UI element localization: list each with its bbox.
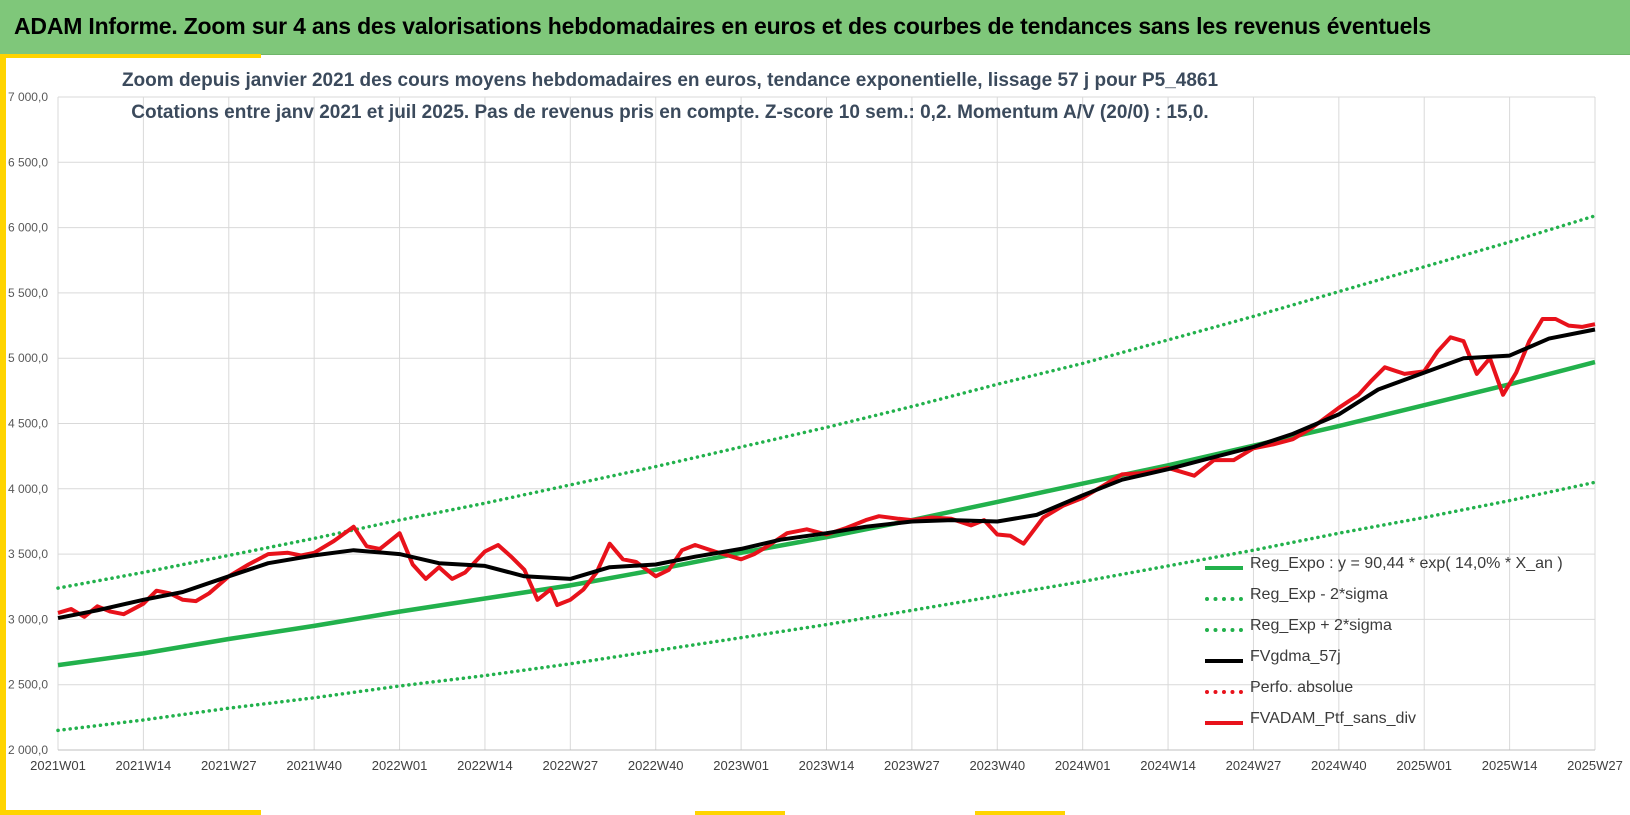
x-tick-label: 2024W40 xyxy=(1311,758,1367,773)
banner: ADAM Informe. Zoom sur 4 ans des valoris… xyxy=(0,0,1630,55)
legend-swatch xyxy=(1205,597,1243,601)
y-tick-label: 5 000,0 xyxy=(8,351,48,365)
legend-label: Perfo. absolue xyxy=(1250,679,1354,696)
x-tick-label: 2023W01 xyxy=(713,758,769,773)
accent-bar-bottom-right xyxy=(975,811,1065,815)
x-tick-label: 2023W27 xyxy=(884,758,940,773)
y-tick-label: 3 500,0 xyxy=(8,547,48,561)
y-tick-label: 3 000,0 xyxy=(8,612,48,626)
x-tick-label: 2021W27 xyxy=(201,758,257,773)
legend-swatch xyxy=(1205,628,1243,632)
legend-label: FVADAM_Ptf_sans_div xyxy=(1250,710,1416,727)
accent-bar-top xyxy=(6,54,261,58)
y-tick-label: 2 000,0 xyxy=(8,743,48,757)
y-tick-label: 7 000,0 xyxy=(8,90,48,104)
series-line-3 xyxy=(57,327,1596,621)
y-tick-label: 2 500,0 xyxy=(8,678,48,692)
chart-subtitle: Cotations entre janv 2021 et juil 2025. … xyxy=(131,102,1209,123)
accent-bar-bottom xyxy=(0,810,261,815)
y-tick-label: 4 500,0 xyxy=(8,417,48,431)
y-tick-label: 6 500,0 xyxy=(8,155,48,169)
x-tick-label: 2023W40 xyxy=(969,758,1025,773)
x-tick-label: 2021W14 xyxy=(116,758,172,773)
series-line-0 xyxy=(57,359,1596,668)
legend-label: Reg_Expo : y = 90,44 * exp( 14,0% * X_an… xyxy=(1250,555,1563,572)
legend-swatch xyxy=(1205,721,1243,725)
legend-swatch xyxy=(1205,690,1243,694)
series-line-1 xyxy=(56,480,1597,733)
legend-swatch xyxy=(1205,659,1243,663)
legend-swatch xyxy=(1205,566,1243,570)
y-tick-label: 6 000,0 xyxy=(8,221,48,235)
x-tick-label: 2021W40 xyxy=(286,758,342,773)
y-tick-label: 5 500,0 xyxy=(8,286,48,300)
x-tick-label: 2022W01 xyxy=(372,758,428,773)
x-tick-label: 2024W27 xyxy=(1226,758,1282,773)
x-tick-label: 2022W27 xyxy=(543,758,599,773)
series-line-2 xyxy=(56,214,1597,590)
accent-bar-bottom-mid xyxy=(695,811,785,815)
x-tick-label: 2022W40 xyxy=(628,758,684,773)
legend-label: FVgdma_57j xyxy=(1250,648,1341,665)
x-tick-label: 2024W14 xyxy=(1140,758,1196,773)
chart-title: Zoom depuis janvier 2021 des cours moyen… xyxy=(121,70,1219,91)
page-title: ADAM Informe. Zoom sur 4 ans des valoris… xyxy=(14,13,1432,39)
legend-label: Reg_Exp - 2*sigma xyxy=(1250,586,1388,603)
x-tick-label: 2022W14 xyxy=(457,758,513,773)
x-tick-label: 2021W01 xyxy=(30,758,86,773)
x-tick-label: 2023W14 xyxy=(799,758,855,773)
x-tick-label: 2025W27 xyxy=(1567,758,1623,773)
x-tick-label: 2024W01 xyxy=(1055,758,1111,773)
x-tick-label: 2025W14 xyxy=(1482,758,1538,773)
legend-label: Reg_Exp + 2*sigma xyxy=(1250,617,1392,634)
x-tick-label: 2025W01 xyxy=(1396,758,1452,773)
accent-bar-left xyxy=(0,54,6,815)
y-tick-label: 4 000,0 xyxy=(8,482,48,496)
